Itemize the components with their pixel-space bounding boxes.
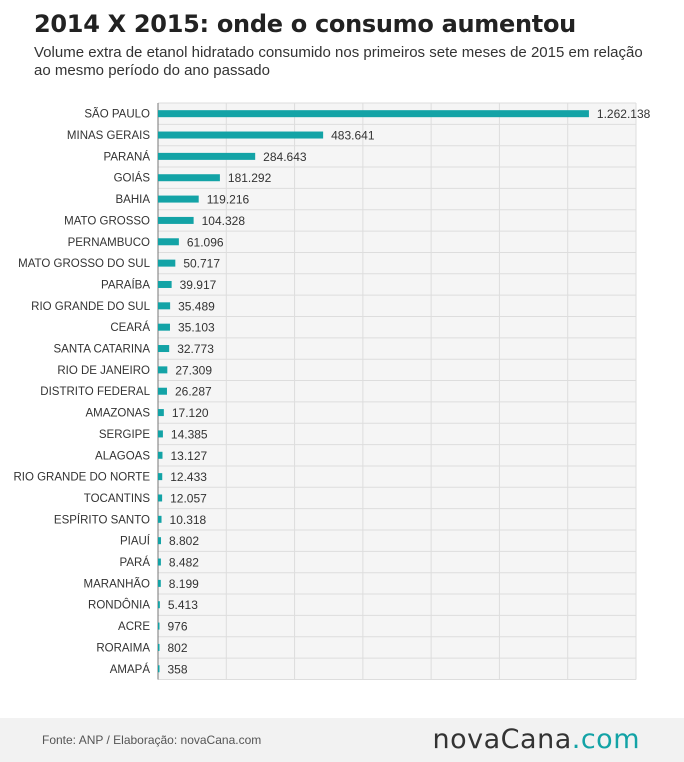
bar	[158, 430, 163, 438]
bar	[158, 323, 170, 331]
bar	[158, 174, 220, 182]
category-label: AMAPÁ	[110, 663, 151, 676]
bar	[158, 601, 160, 609]
chart-subtitle: Volume extra de etanol hidratado consumi…	[34, 44, 643, 79]
value-label: 61.096	[187, 235, 224, 249]
category-label: SERGIPE	[99, 429, 150, 441]
value-label: 119.216	[207, 193, 250, 207]
bar	[158, 622, 160, 630]
bar	[158, 195, 199, 203]
value-label: 35.103	[178, 321, 215, 335]
category-label: PERNAMBUCO	[68, 237, 150, 249]
chart-title: 2014 X 2015: onde o consumo aumentou	[34, 10, 576, 38]
category-label: PARÁ	[120, 556, 151, 569]
category-label: RORAIMA	[96, 642, 150, 654]
category-label: MARANHÃO	[84, 577, 151, 590]
bar-chart: SÃO PAULO MINAS GERAIS PARANÁ GOIÁS BAHIA MAT…	[13, 102, 651, 680]
value-label: 483.641	[331, 129, 375, 143]
value-label: 12.433	[170, 470, 207, 484]
value-labels: 1.262.138 483.641 284.643 181.292 119.216 104…	[168, 107, 651, 676]
category-label: SANTA CATARINA	[54, 344, 151, 356]
bar	[158, 216, 194, 224]
value-label: 12.057	[170, 491, 207, 505]
bar	[158, 579, 161, 587]
category-label: RONDÔNIA	[88, 599, 150, 612]
value-label: 8.199	[169, 577, 199, 591]
value-label: 8.482	[169, 556, 199, 570]
category-label: TOCANTINS	[84, 493, 151, 505]
value-label: 27.309	[175, 363, 212, 377]
bar	[158, 643, 160, 651]
value-label: 8.802	[169, 534, 199, 548]
bar	[158, 280, 172, 288]
bar	[158, 387, 167, 395]
bar	[158, 558, 161, 566]
bar	[158, 473, 163, 481]
value-label: 802	[168, 641, 188, 655]
category-label: GOIÁS	[114, 172, 151, 185]
category-label: RIO DE JANEIRO	[57, 365, 150, 377]
plot-background	[158, 103, 636, 680]
bar	[158, 515, 162, 523]
bar	[158, 131, 324, 139]
bar	[158, 259, 176, 267]
value-label: 358	[168, 662, 188, 676]
gridlines	[157, 102, 637, 680]
value-label: 10.318	[170, 513, 207, 527]
value-label: 35.489	[178, 299, 215, 313]
bar	[158, 537, 162, 545]
value-label: 14.385	[171, 427, 208, 441]
value-label: 17.120	[172, 406, 209, 420]
value-label: 1.262.138	[597, 107, 651, 121]
category-label: CEARÁ	[110, 321, 150, 334]
category-label: PARAÍBA	[101, 278, 150, 291]
category-label: ALAGOAS	[95, 450, 150, 462]
bars	[158, 110, 589, 673]
category-label: ESPÍRITO SANTO	[54, 513, 150, 526]
plot-area	[158, 103, 636, 680]
category-label: SÃO PAULO	[84, 108, 150, 121]
value-label: 181.292	[228, 171, 272, 185]
bar	[158, 302, 171, 310]
bar	[158, 345, 170, 353]
value-label: 26.287	[175, 385, 212, 399]
logo-domain-text: .com	[571, 724, 640, 755]
value-label: 976	[168, 620, 188, 634]
category-label: ACRE	[118, 621, 150, 633]
logo-main-text: novaCana	[432, 724, 572, 755]
bar	[158, 152, 256, 160]
bar	[158, 238, 179, 246]
value-label: 13.127	[170, 449, 207, 463]
value-label: 39.917	[180, 278, 217, 292]
bar	[158, 451, 163, 459]
value-label: 32.773	[177, 342, 214, 356]
category-label: PARANÁ	[104, 150, 151, 163]
value-label: 104.328	[202, 214, 246, 228]
value-label: 5.413	[168, 598, 198, 612]
bar	[158, 665, 160, 673]
bar	[158, 494, 163, 502]
category-label: MATO GROSSO	[64, 215, 150, 227]
category-label: PIAUÍ	[120, 535, 151, 548]
category-labels: SÃO PAULO MINAS GERAIS PARANÁ GOIÁS BAHIA MAT…	[13, 108, 150, 676]
category-label: DISTRITO FEDERAL	[40, 386, 150, 398]
category-label: RIO GRANDE DO NORTE	[13, 472, 150, 484]
novacana-logo: novaCana.com	[433, 724, 640, 755]
source-note: Fonte: ANP / Elaboração: novaCana.com	[42, 733, 262, 747]
category-label: RIO GRANDE DO SUL	[31, 301, 150, 313]
value-label: 50.717	[183, 257, 220, 271]
category-label: MINAS GERAIS	[67, 130, 150, 142]
category-label: BAHIA	[115, 194, 150, 206]
bar	[158, 366, 168, 374]
bar	[158, 110, 589, 118]
value-label: 284.643	[263, 150, 307, 164]
category-label: AMAZONAS	[85, 408, 150, 420]
category-label: MATO GROSSO DO SUL	[18, 258, 150, 270]
bar	[158, 409, 164, 417]
footer: Fonte: ANP / Elaboração: novaCana.com no…	[0, 718, 684, 762]
